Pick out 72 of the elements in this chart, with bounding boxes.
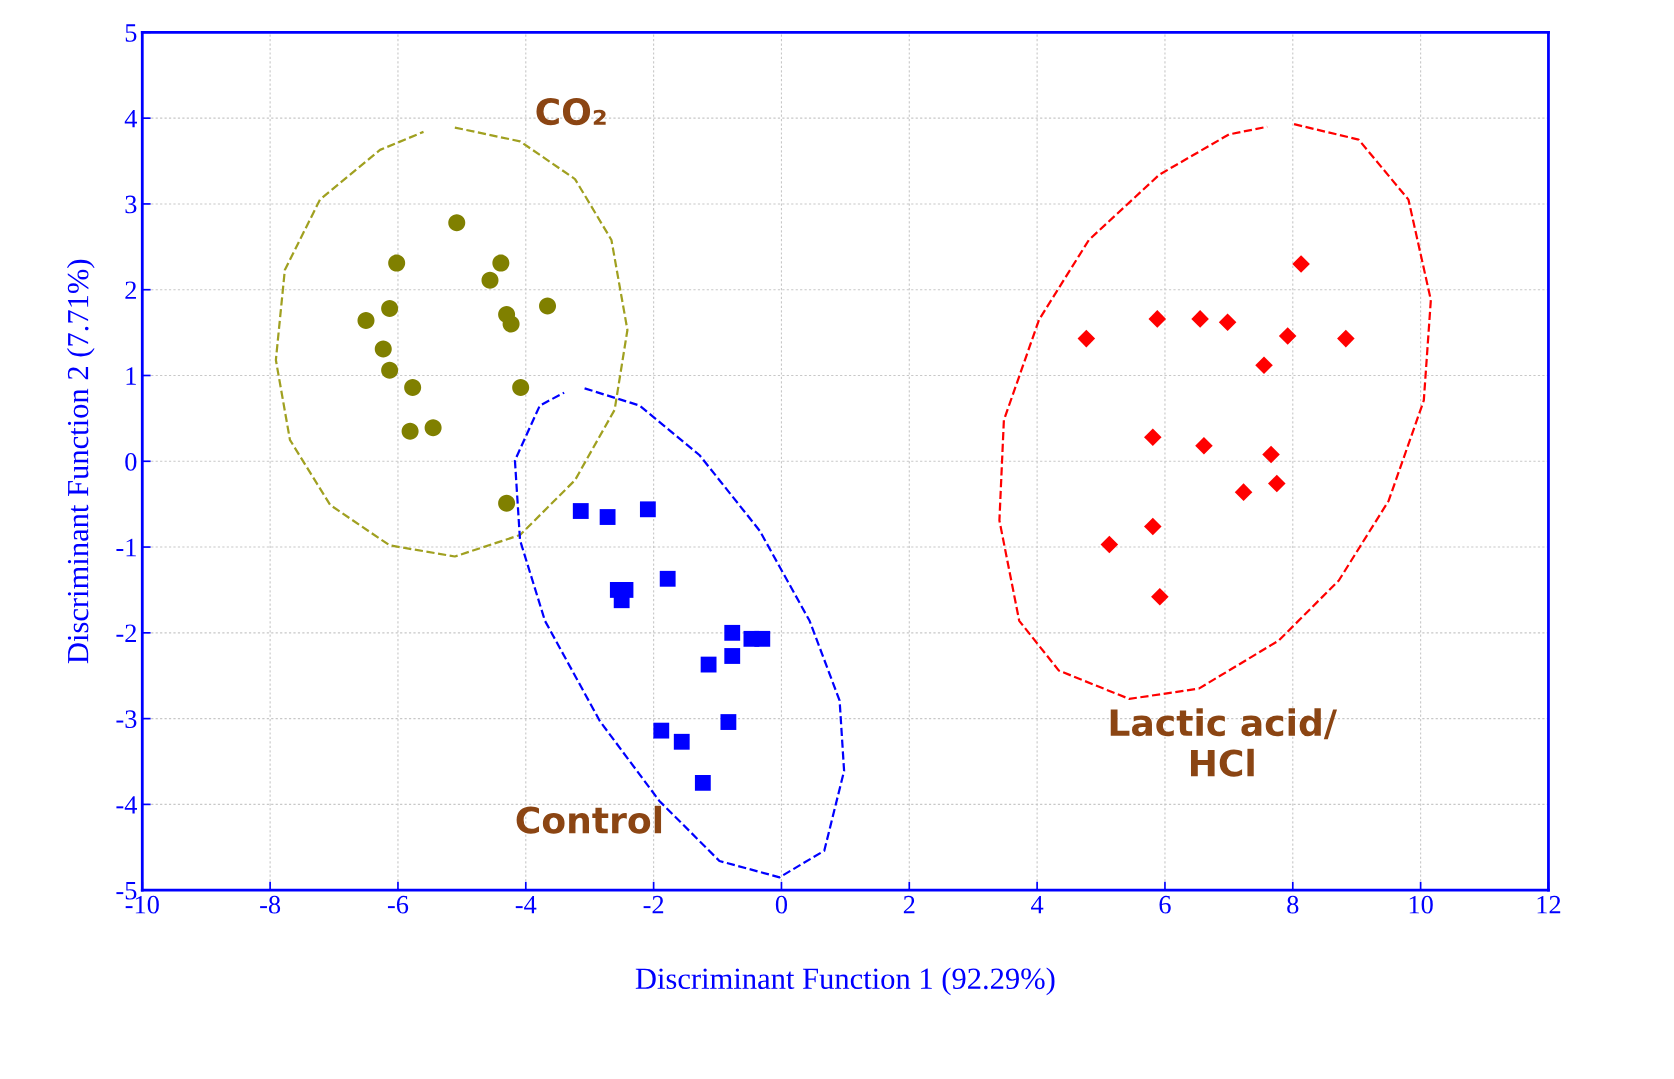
- point: [502, 315, 520, 333]
- point: [539, 297, 557, 315]
- point: [1218, 313, 1237, 332]
- point: [720, 714, 737, 730]
- point: [653, 722, 670, 739]
- x-tick-label: 12: [1537, 895, 1561, 914]
- x-tick-label: 6: [1159, 895, 1171, 914]
- point: [700, 656, 717, 673]
- point: [492, 254, 510, 272]
- x-tick-label: -6: [387, 895, 409, 914]
- x-tick-label: 8: [1287, 895, 1299, 914]
- point: [1337, 329, 1355, 348]
- point: [381, 361, 399, 379]
- point: [401, 422, 419, 440]
- x-tick-label: -4: [515, 895, 537, 914]
- point: [1191, 310, 1209, 328]
- annotation: Lactic acid/ HCl: [1110, 708, 1338, 777]
- y-tick-label: -1: [116, 538, 136, 557]
- y-tick-label: 2: [125, 281, 136, 299]
- point: [694, 775, 711, 791]
- y-tick-label: -3: [116, 710, 137, 729]
- point: [448, 214, 466, 232]
- x-tick-label: 4: [1031, 895, 1044, 914]
- point: [1077, 329, 1096, 348]
- annotation: CO₂: [536, 97, 606, 126]
- y-tick-label: 4: [124, 109, 138, 128]
- point: [1278, 327, 1297, 345]
- point: [1292, 255, 1310, 273]
- point: [374, 340, 392, 358]
- point: [1148, 310, 1167, 328]
- point: [1255, 356, 1273, 374]
- y-axis-title: Discriminant Function 2 (7.71%): [66, 259, 95, 664]
- x-axis-title: Discriminant Function 1 (92.29%): [635, 967, 1055, 996]
- point: [424, 419, 442, 437]
- point: [388, 254, 406, 272]
- line-series: [998, 123, 1432, 700]
- point: [724, 648, 741, 664]
- point: [754, 630, 771, 647]
- point: [1195, 437, 1213, 455]
- y-tick-label: 3: [125, 195, 137, 214]
- point: [1234, 483, 1253, 501]
- point: [1144, 428, 1162, 447]
- point: [1144, 517, 1162, 536]
- y-tick-label: -2: [116, 624, 136, 642]
- point: [481, 271, 499, 289]
- y-tick-label: 0: [125, 452, 137, 471]
- line-series: [513, 387, 846, 879]
- point: [639, 501, 656, 518]
- x-tick-label: 0: [775, 895, 788, 914]
- x-tick-label: 10: [1409, 895, 1433, 914]
- y-tick-label: 5: [125, 24, 137, 42]
- point: [724, 624, 741, 641]
- x-tick-label: 2: [903, 895, 915, 914]
- point: [498, 494, 516, 512]
- point: [357, 312, 375, 330]
- point: [404, 379, 422, 397]
- point: [673, 733, 690, 750]
- y-tick-label: 1: [126, 367, 136, 385]
- x-tick-label: -2: [643, 895, 664, 914]
- point: [659, 570, 676, 587]
- x-tick-label: -8: [260, 895, 281, 914]
- point: [1262, 445, 1280, 464]
- point: [381, 300, 399, 318]
- point: [1151, 588, 1169, 606]
- point: [512, 379, 530, 397]
- point: [1100, 535, 1119, 554]
- y-tick-label: -4: [116, 796, 138, 814]
- annotation: Control: [516, 805, 662, 834]
- point: [1268, 474, 1286, 493]
- point: [572, 503, 589, 519]
- point: [599, 509, 616, 525]
- line-series: [274, 126, 629, 558]
